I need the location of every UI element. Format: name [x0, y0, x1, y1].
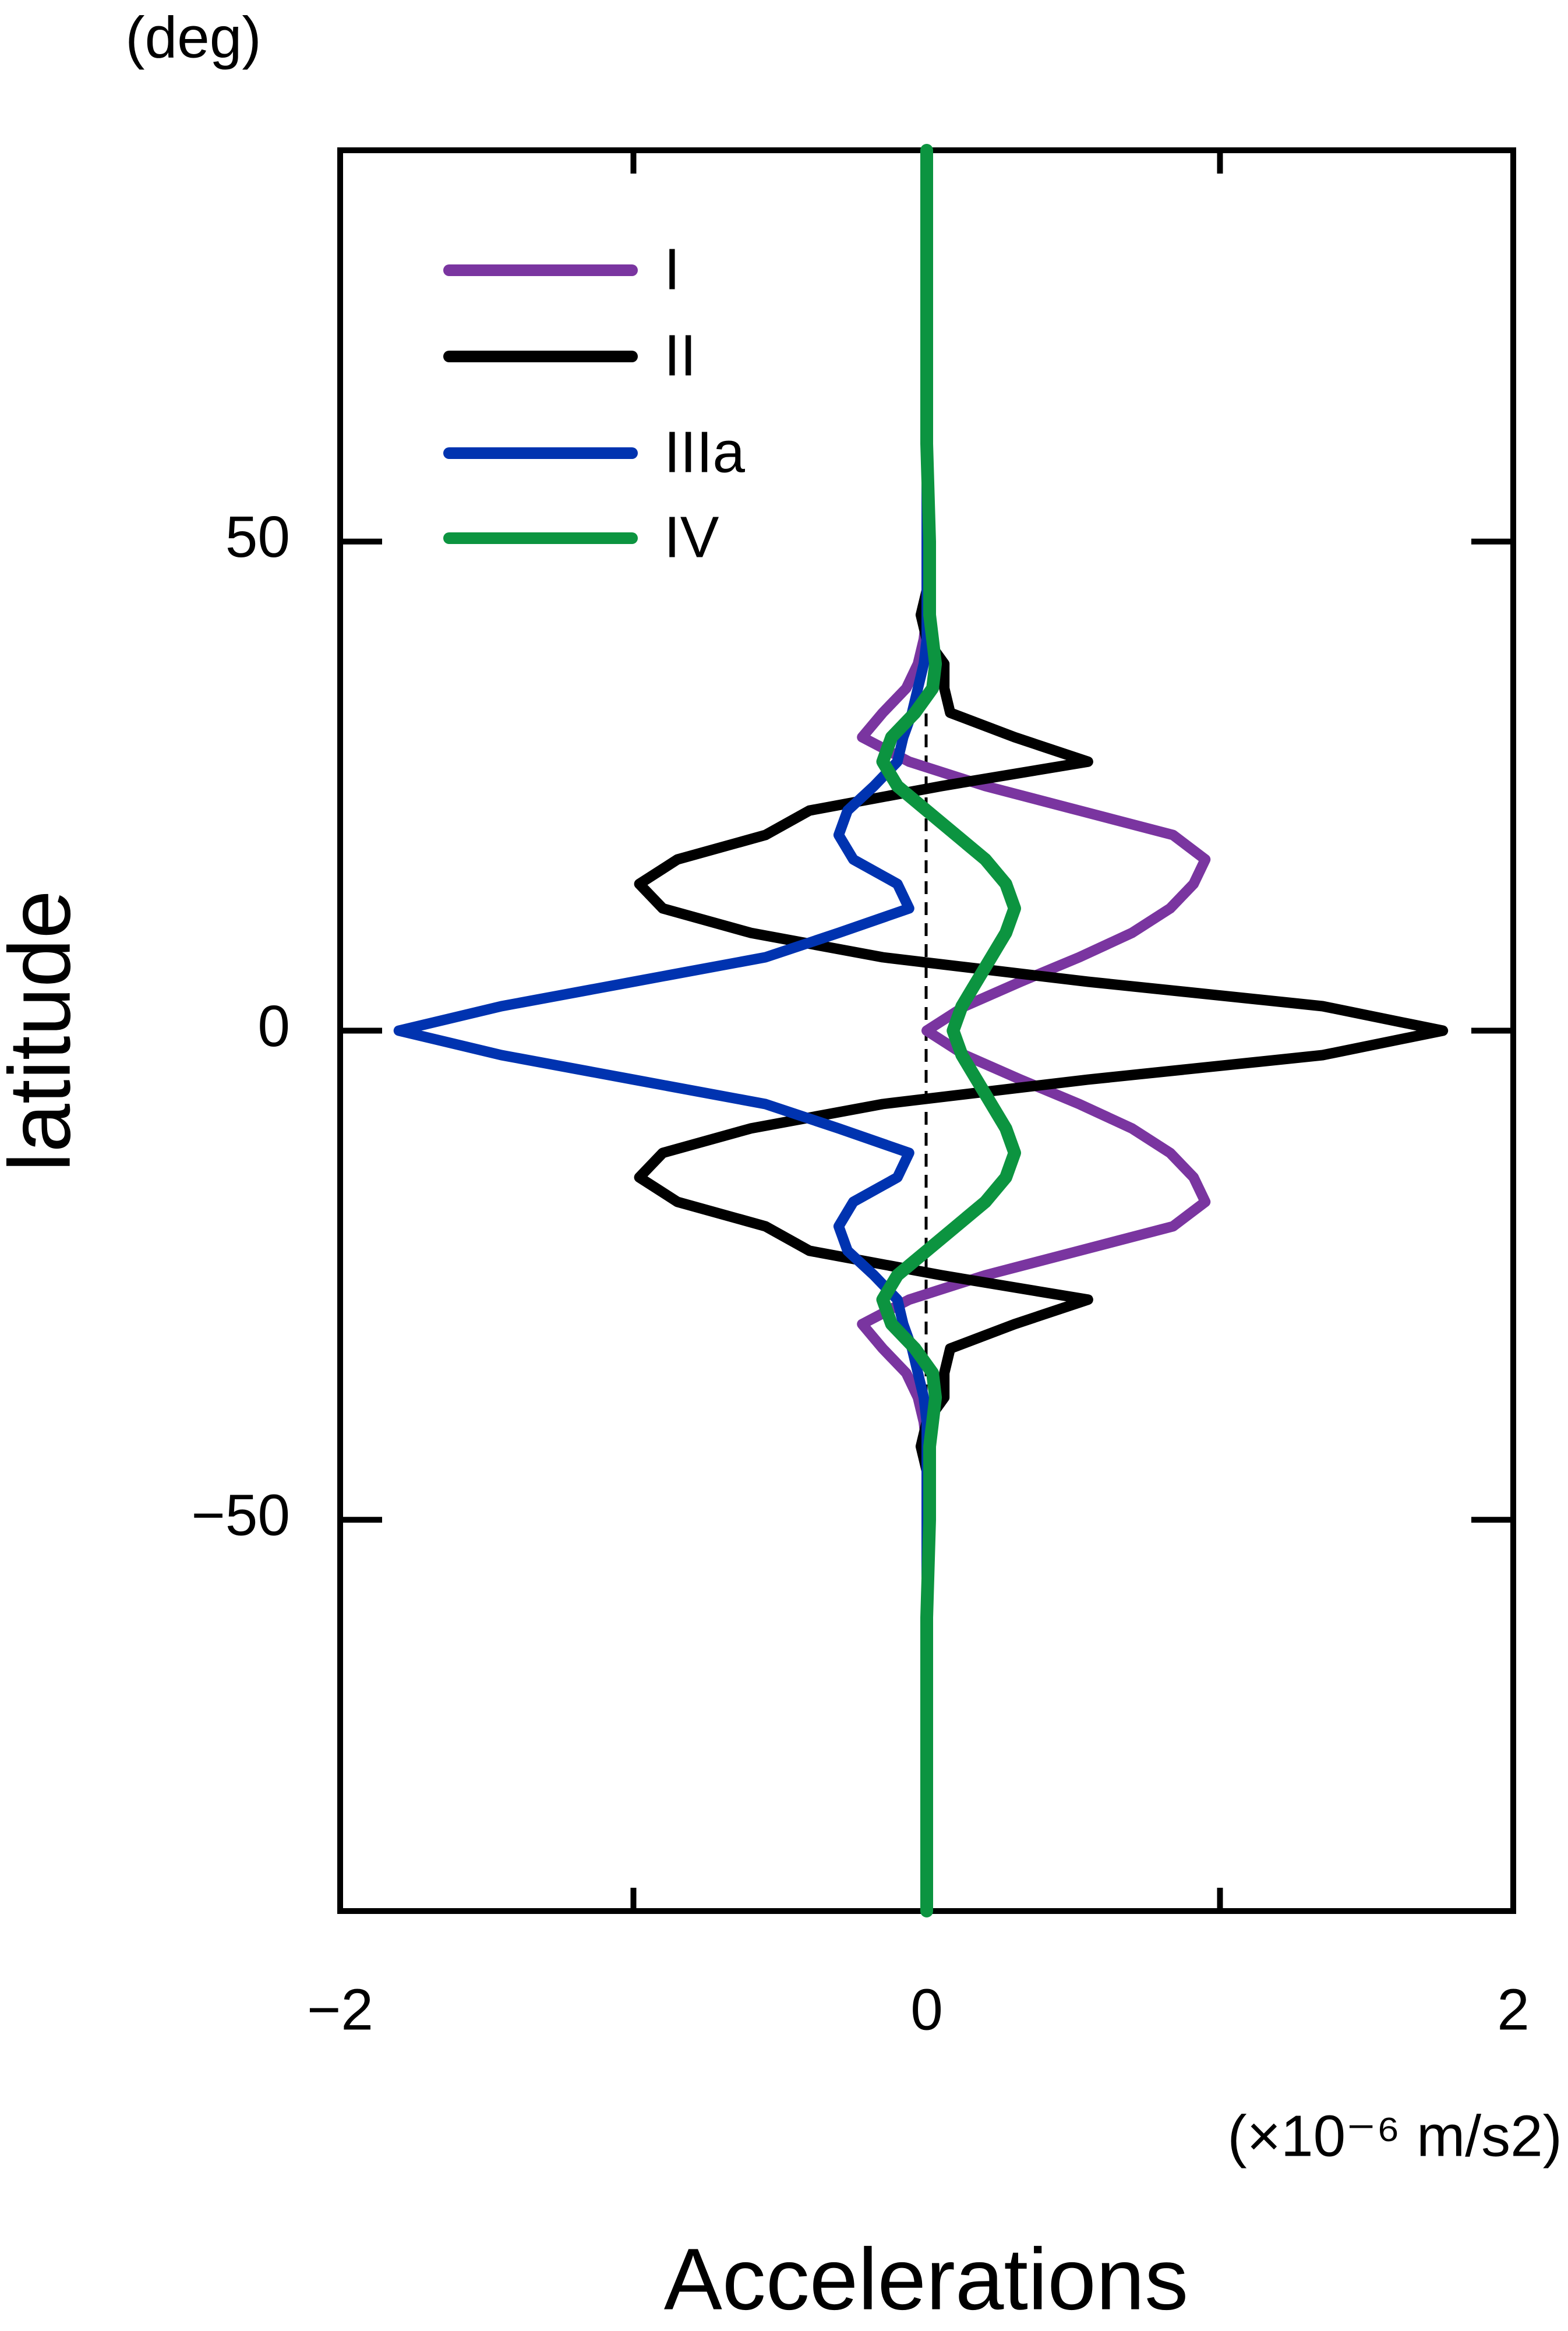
x-unit: (×10⁻⁶ m/s2) [1227, 2103, 1562, 2168]
series-line [634, 145, 1449, 1916]
x-tick-label: −2 [307, 1977, 373, 2042]
series-line [876, 144, 1021, 1917]
x-tick-label: 2 [1497, 1977, 1530, 2042]
series-line [857, 145, 1211, 1916]
legend-label: I [664, 236, 680, 302]
legend-label: II [664, 323, 697, 388]
legend-label: IV [664, 504, 719, 570]
y-axis-label: latitude [0, 890, 89, 1172]
x-axis-label: Accelerations [664, 2230, 1188, 2328]
y-unit: (deg) [125, 5, 261, 70]
y-tick-label: 0 [257, 994, 290, 1059]
legend-label: IIIa [664, 419, 745, 485]
y-tick-label: 50 [225, 504, 290, 570]
y-tick-label: −50 [191, 1483, 290, 1548]
x-tick-label: 0 [910, 1977, 943, 2042]
series-line [393, 145, 932, 1916]
